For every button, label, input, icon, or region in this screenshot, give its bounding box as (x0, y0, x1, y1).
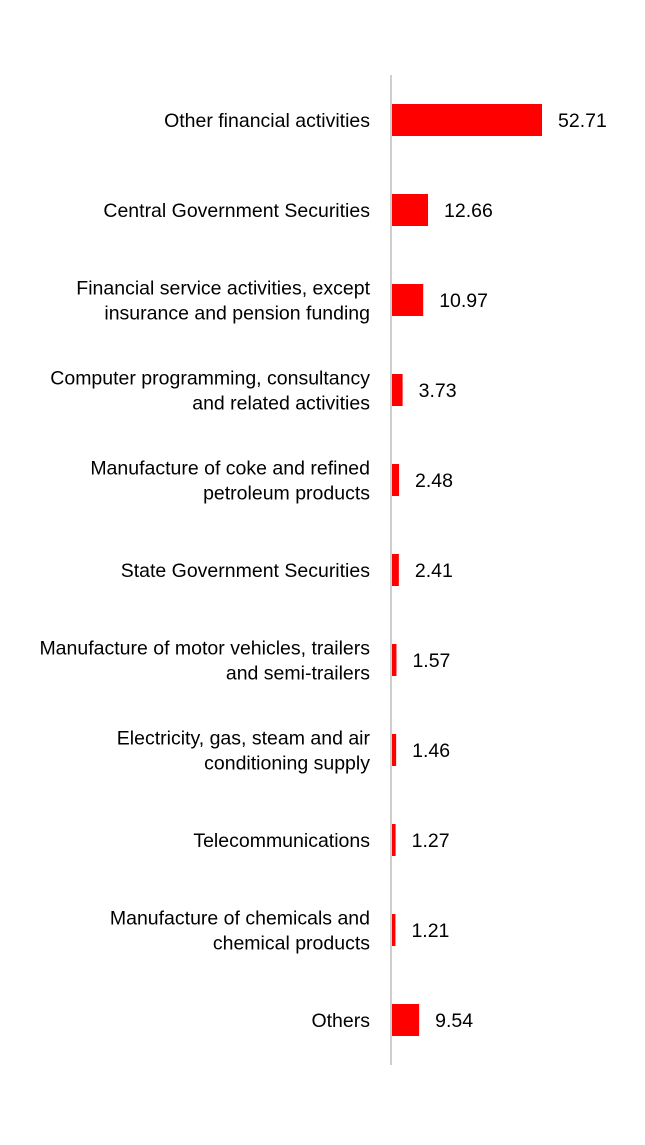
category-label: State Government Securities (121, 560, 371, 582)
category-label: chemical products (213, 933, 370, 955)
bar (392, 644, 397, 676)
data-label: 52.71 (558, 110, 607, 132)
category-label: insurance and pension funding (104, 303, 370, 325)
bar (392, 734, 397, 766)
category-label: Manufacture of motor vehicles, trailers (39, 638, 370, 660)
category-label: Manufacture of chemicals and (110, 908, 370, 930)
category-label: Manufacture of coke and refined (90, 458, 370, 480)
data-label: 1.21 (411, 920, 449, 942)
bar (392, 464, 400, 496)
bar (392, 194, 429, 226)
data-label: 2.41 (415, 560, 453, 582)
bar (392, 284, 424, 316)
category-label: Central Government Securities (103, 200, 370, 222)
bar (392, 374, 403, 406)
category-label: Telecommunications (193, 830, 370, 852)
data-label: 1.27 (412, 830, 450, 852)
category-label: Computer programming, consultancy (50, 368, 370, 390)
category-label: and related activities (192, 393, 370, 415)
bar (392, 1004, 420, 1036)
category-label: conditioning supply (204, 753, 370, 775)
category-label: Others (311, 1010, 370, 1032)
data-label: 10.97 (439, 290, 488, 312)
category-label: and semi-trailers (226, 663, 370, 685)
bar (392, 554, 399, 586)
category-label: Electricity, gas, steam and air (117, 728, 371, 750)
category-label: petroleum products (203, 483, 370, 505)
bars-layer: 52.71 Other financial activities 12.66 Cent… (39, 104, 607, 1036)
data-label: 1.57 (412, 650, 450, 672)
category-label: Other financial activities (164, 110, 370, 132)
bar (392, 104, 542, 136)
data-label: 3.73 (419, 380, 457, 402)
data-label: 9.54 (435, 1010, 473, 1032)
category-label: Financial service activities, except (76, 278, 370, 300)
data-label: 12.66 (444, 200, 493, 222)
bar (392, 914, 396, 946)
data-label: 1.46 (412, 740, 450, 762)
bar (392, 824, 396, 856)
data-label: 2.48 (415, 470, 453, 492)
